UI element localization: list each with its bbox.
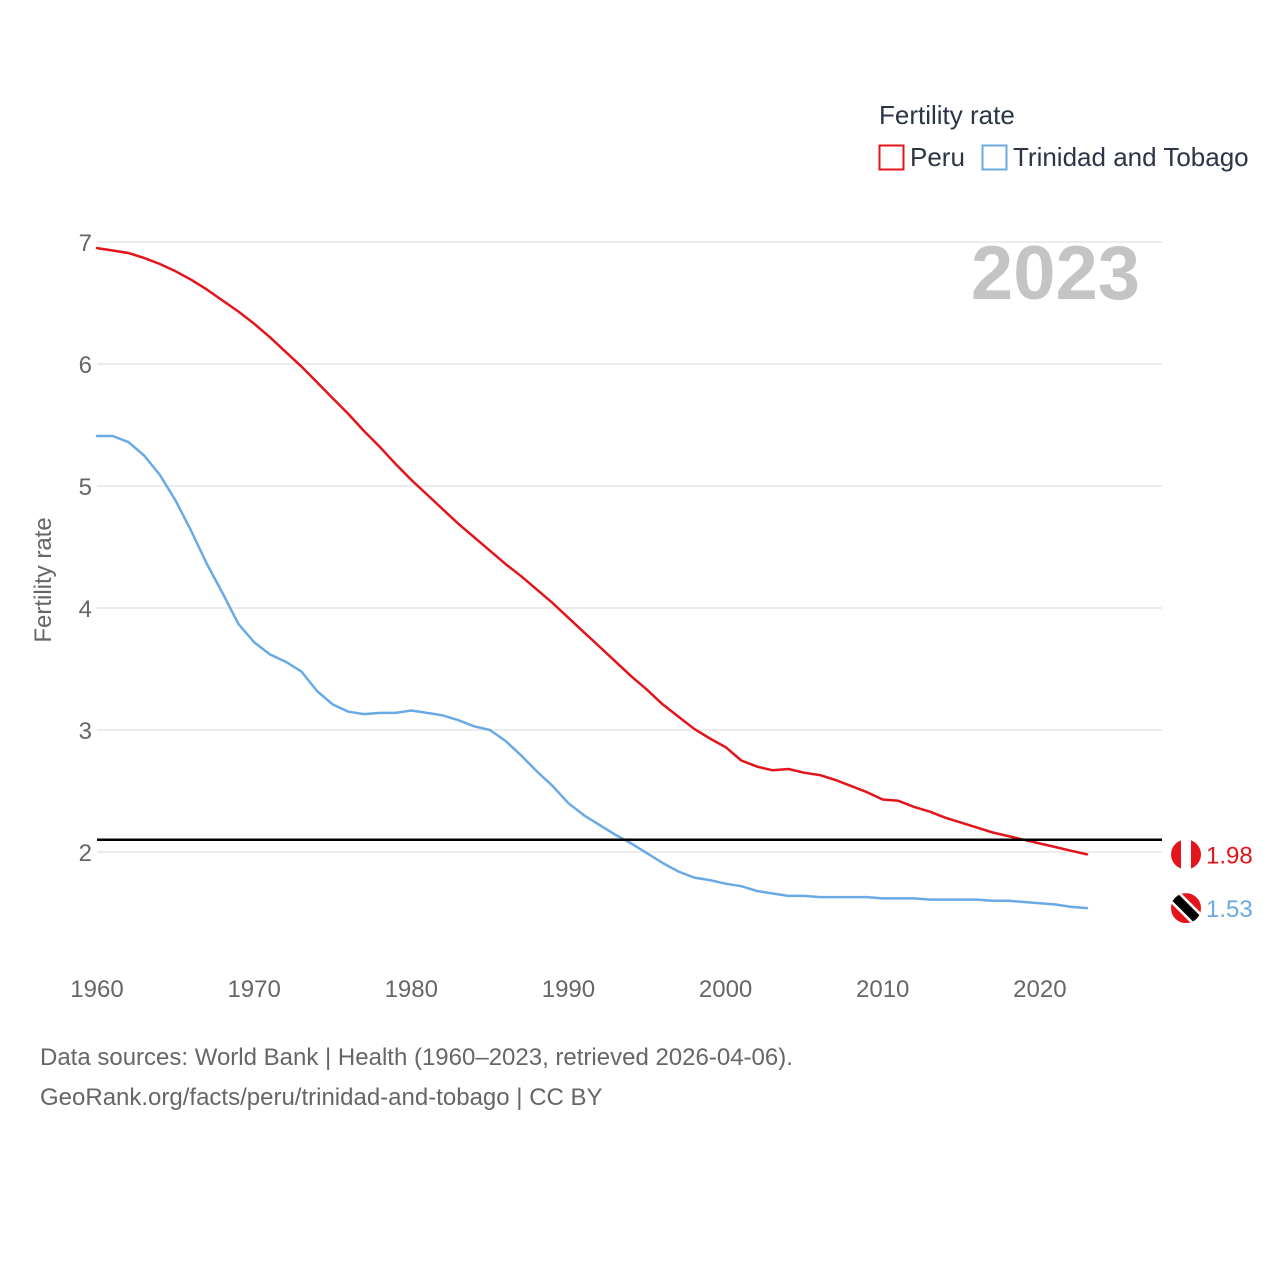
y-tick-label: 7 bbox=[79, 230, 92, 257]
legend-item-peru[interactable]: Peru bbox=[878, 142, 965, 172]
end-value-label: 1.98 bbox=[1206, 842, 1253, 869]
data-source-text: Data sources: World Bank | Health (1960–… bbox=[40, 1044, 793, 1071]
x-axis-ticks: 1960 1970 1980 1990 2000 2010 2020 bbox=[70, 976, 1066, 1003]
trinidad-and-tobago-flag-icon bbox=[1171, 893, 1201, 924]
year-label: 2023 bbox=[971, 231, 1140, 316]
x-tick-label: 1970 bbox=[227, 976, 280, 1003]
legend: Fertility rate Peru Trinidad and Tobago bbox=[878, 100, 1249, 172]
legend-swatch-peru bbox=[878, 144, 905, 171]
x-tick-label: 2000 bbox=[699, 976, 752, 1003]
gridlines bbox=[97, 241, 1162, 853]
y-tick-label: 4 bbox=[79, 596, 92, 623]
legend-swatch-trinidad-and-tobago bbox=[981, 144, 1008, 171]
legend-item-trinidad-and-tobago[interactable]: Trinidad and Tobago bbox=[981, 142, 1249, 172]
series-line-trinidad-and-tobago[interactable] bbox=[95, 434, 1089, 910]
y-tick-label: 2 bbox=[79, 840, 92, 867]
x-tick-label: 1990 bbox=[542, 976, 595, 1003]
y-tick-label: 5 bbox=[79, 474, 92, 501]
y-tick-label: 3 bbox=[79, 718, 92, 745]
x-tick-label: 1980 bbox=[385, 976, 438, 1003]
x-tick-label: 1960 bbox=[70, 976, 123, 1003]
attribution-link[interactable]: GeoRank.org/facts/peru/trinidad-and-toba… bbox=[40, 1084, 603, 1111]
series-line-peru[interactable] bbox=[95, 246, 1089, 856]
legend-label-peru: Peru bbox=[910, 142, 965, 172]
y-tick-label: 6 bbox=[79, 352, 92, 379]
y-axis-title: Fertility rate bbox=[30, 517, 57, 642]
y-axis-ticks: 2 3 4 5 6 7 bbox=[79, 230, 92, 867]
series-endpoints: 1.98 1.53 bbox=[1171, 839, 1253, 924]
series-lines bbox=[95, 246, 1089, 910]
legend-title: Fertility rate bbox=[879, 100, 1015, 130]
legend-label-trinidad-and-tobago: Trinidad and Tobago bbox=[1013, 142, 1249, 172]
x-tick-label: 2020 bbox=[1013, 976, 1066, 1003]
end-value-label: 1.53 bbox=[1206, 896, 1253, 923]
peru-flag-icon bbox=[1171, 839, 1201, 870]
x-tick-label: 2010 bbox=[856, 976, 909, 1003]
